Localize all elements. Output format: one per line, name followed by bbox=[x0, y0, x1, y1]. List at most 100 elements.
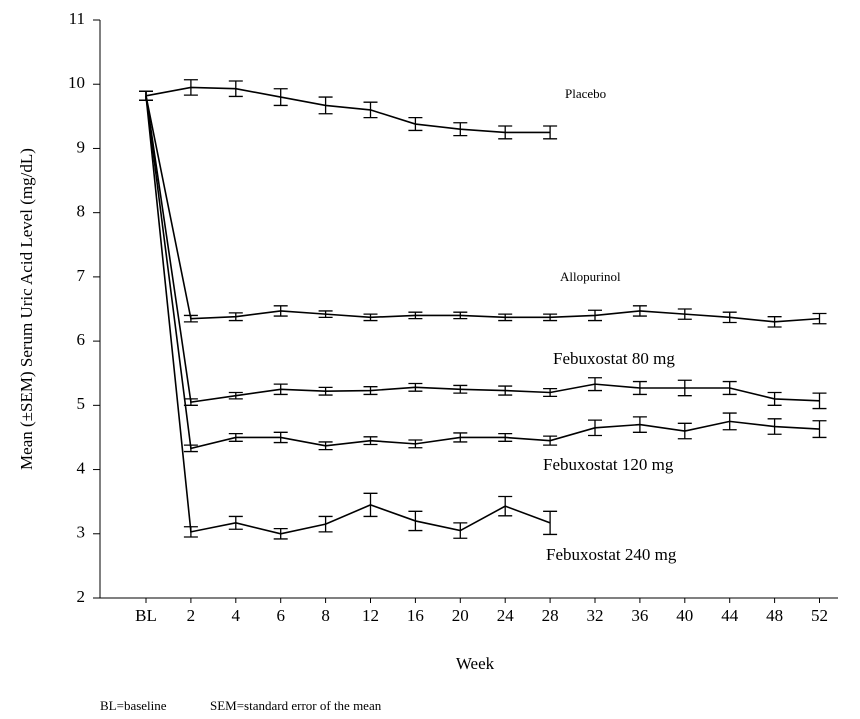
error-bar bbox=[588, 419, 602, 437]
series-label: Febuxostat 120 mg bbox=[543, 455, 674, 474]
x-axis-title: Week bbox=[456, 654, 495, 673]
footnote: BL=baseline bbox=[100, 698, 167, 713]
error-bar bbox=[318, 515, 333, 533]
error-bar bbox=[677, 422, 692, 440]
series-line bbox=[145, 95, 820, 450]
x-tick-label: 44 bbox=[721, 606, 739, 625]
error-bar bbox=[498, 125, 513, 140]
x-tick-label: BL bbox=[135, 606, 157, 625]
error-bar bbox=[183, 444, 198, 453]
error-bar bbox=[363, 313, 378, 322]
x-tick-label: 20 bbox=[452, 606, 469, 625]
error-bar bbox=[767, 316, 782, 328]
error-bar bbox=[183, 398, 198, 406]
error-bar bbox=[812, 420, 827, 439]
error-bar bbox=[588, 377, 602, 392]
error-bar bbox=[812, 392, 827, 410]
error-bar bbox=[722, 412, 737, 431]
y-tick-label: 2 bbox=[77, 587, 86, 606]
x-tick-label: 6 bbox=[276, 606, 285, 625]
x-tick-label: 36 bbox=[631, 606, 648, 625]
error-bar bbox=[812, 312, 827, 325]
error-bar bbox=[273, 431, 288, 444]
error-bar bbox=[767, 418, 782, 435]
y-tick-label: 9 bbox=[77, 137, 86, 156]
error-bar bbox=[677, 308, 692, 320]
error-bar bbox=[318, 386, 333, 396]
error-bar bbox=[363, 436, 378, 446]
error-bar bbox=[453, 432, 468, 443]
y-axis-title: Mean (±SEM) Serum Uric Acid Level (mg/dL… bbox=[17, 148, 36, 470]
x-tick-label: 28 bbox=[542, 606, 559, 625]
error-bar bbox=[453, 311, 468, 320]
x-tick-label: 48 bbox=[766, 606, 783, 625]
y-tick-label: 6 bbox=[77, 330, 86, 349]
series-label: Allopurinol bbox=[560, 269, 621, 284]
error-bar bbox=[722, 311, 737, 324]
error-bar bbox=[498, 432, 513, 442]
y-tick-label: 3 bbox=[77, 523, 86, 542]
error-bar bbox=[228, 432, 243, 442]
error-bar bbox=[228, 391, 243, 400]
error-bar bbox=[408, 382, 423, 392]
error-bar bbox=[318, 96, 333, 115]
error-bar bbox=[543, 387, 558, 397]
error-bar bbox=[453, 122, 468, 137]
error-bar bbox=[228, 80, 243, 98]
error-bar bbox=[408, 510, 423, 532]
y-tick-label: 10 bbox=[68, 73, 85, 92]
error-bar bbox=[543, 125, 558, 140]
error-bar bbox=[498, 495, 513, 517]
error-bar bbox=[363, 492, 378, 518]
error-bar bbox=[318, 441, 333, 451]
series-line bbox=[145, 95, 820, 404]
series-label: Placebo bbox=[565, 86, 606, 101]
error-bar bbox=[722, 380, 737, 396]
series-label: Febuxostat 240 mg bbox=[546, 545, 677, 564]
error-bar bbox=[318, 310, 333, 318]
error-bar bbox=[273, 305, 288, 317]
error-bar bbox=[139, 90, 153, 101]
error-bar bbox=[273, 527, 288, 540]
error-bar bbox=[543, 510, 558, 536]
error-bar bbox=[677, 379, 692, 397]
error-bar bbox=[408, 439, 423, 449]
error-bar bbox=[498, 313, 513, 322]
error-bar bbox=[588, 309, 602, 322]
error-bar bbox=[632, 380, 647, 396]
error-bar bbox=[228, 312, 243, 322]
y-tick-label: 5 bbox=[77, 394, 86, 413]
x-tick-label: 32 bbox=[587, 606, 604, 625]
x-tick-label: 2 bbox=[187, 606, 196, 625]
error-bar bbox=[183, 526, 198, 538]
x-tick-label: 16 bbox=[407, 606, 424, 625]
y-tick-label: 7 bbox=[77, 266, 86, 285]
error-bar bbox=[453, 384, 468, 394]
y-tick-label: 4 bbox=[77, 458, 86, 477]
series-line bbox=[145, 95, 820, 323]
footnote: SEM=standard error of the mean bbox=[210, 698, 382, 713]
error-bar bbox=[363, 101, 378, 119]
error-bar bbox=[767, 391, 782, 406]
y-tick-label: 11 bbox=[69, 9, 85, 28]
x-tick-label: 12 bbox=[362, 606, 379, 625]
error-bar bbox=[273, 383, 288, 396]
error-bar bbox=[363, 386, 378, 396]
x-tick-label: 4 bbox=[232, 606, 241, 625]
error-bar bbox=[228, 515, 243, 530]
error-bar bbox=[183, 79, 198, 96]
x-tick-label: 40 bbox=[676, 606, 693, 625]
y-tick-label: 8 bbox=[77, 202, 86, 221]
error-bar bbox=[543, 435, 558, 446]
series-line bbox=[145, 86, 551, 134]
error-bar bbox=[498, 385, 513, 396]
error-bar bbox=[632, 305, 647, 317]
error-bar bbox=[408, 311, 423, 320]
x-tick-label: 52 bbox=[811, 606, 828, 625]
error-bar bbox=[273, 88, 288, 107]
error-bar bbox=[408, 116, 423, 132]
error-bar bbox=[183, 314, 198, 323]
x-tick-label: 24 bbox=[497, 606, 515, 625]
series-line bbox=[145, 95, 551, 535]
x-tick-label: 8 bbox=[321, 606, 330, 625]
